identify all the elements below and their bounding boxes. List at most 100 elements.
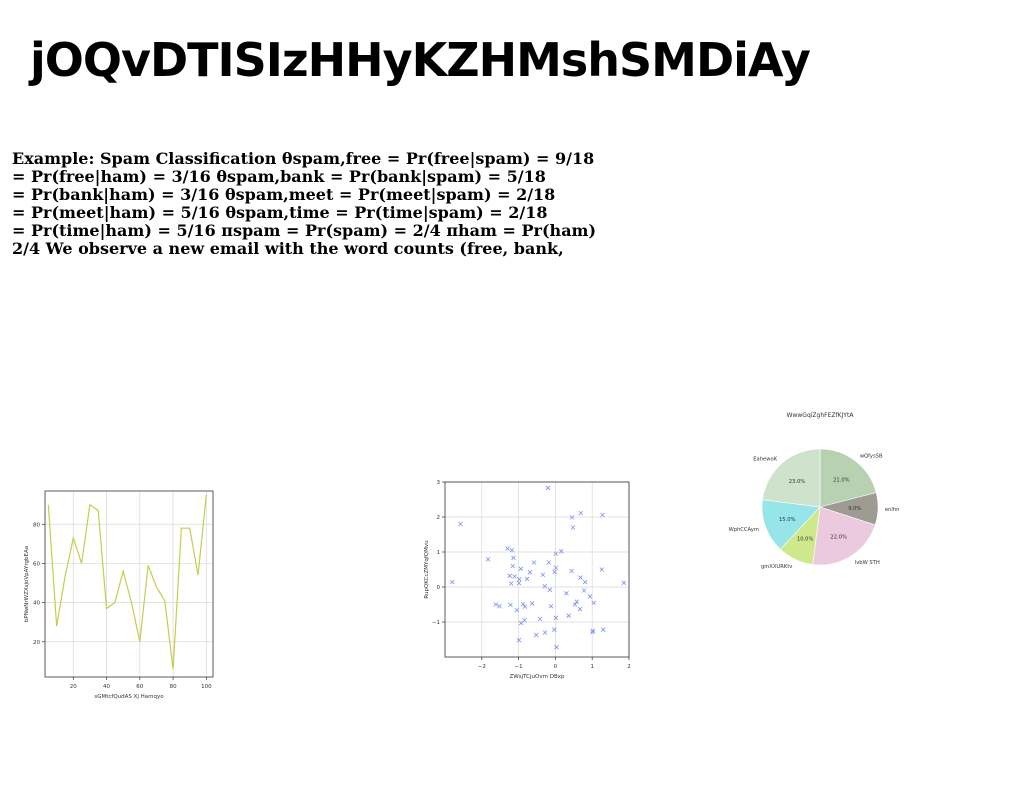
scatter-point (552, 569, 557, 575)
line-chart-svg: 20 40 60 80 100 20 40 60 80 sGMtcfQudAS Xj Hamqyo… (24, 490, 214, 700)
line-y-tick-label: 60 (33, 561, 40, 567)
scatter-point (509, 547, 515, 553)
scatter-chart-svg: −2 −1 0 1 2 −1 0 1 2 3 ZWsjTCjuOvm DBxp RupQKCcZMYq… (424, 480, 631, 680)
scatter-point-stroke (582, 579, 588, 585)
body-text: Example: Spam Classification θspam,free … (12, 150, 652, 258)
scatter-point-stroke (505, 546, 510, 551)
scatter-point-stroke (552, 627, 557, 632)
scatter-point (577, 606, 583, 612)
scatter-point-stroke (590, 629, 595, 635)
scatter-point-stroke (545, 485, 551, 491)
scatter-x-axis-label: ZWsjTCjuOvm DBxp (510, 674, 565, 680)
pie-chart: WwwGqiZghFEZfKJYtA 21.0% wQfysSB 9.0% enlhn 2… (725, 405, 915, 590)
scatter-point (621, 580, 627, 586)
scatter-point (517, 577, 522, 582)
scatter-point (570, 525, 576, 530)
line-x-tick-label: 80 (170, 684, 177, 690)
line-y-tick-label: 80 (33, 522, 40, 528)
pie-category-label: WphCCAym (729, 527, 759, 533)
scatter-point-stroke (497, 603, 502, 609)
line-x-tick-label: 100 (201, 684, 212, 690)
scatter-point-stroke (511, 555, 516, 561)
scatter-point (511, 555, 516, 561)
scatter-point-stroke (508, 581, 514, 586)
scatter-point (554, 644, 559, 650)
scatter-point-stroke (578, 510, 584, 516)
pie-value-label: 23.0% (789, 479, 806, 485)
pie-category-label: enlhn (885, 507, 900, 513)
scatter-point-stroke (570, 525, 576, 530)
scatter-point (508, 581, 514, 586)
scatter-point (569, 515, 575, 520)
scatter-point (564, 591, 569, 596)
scatter-point (546, 560, 552, 565)
body-line: = Pr(free|ham) = 3/16 θspam,bank = Pr(ba… (12, 167, 546, 186)
pie-slice (812, 506, 876, 566)
scatter-point (548, 603, 554, 609)
scatter-point-stroke (524, 576, 530, 582)
scatter-point (542, 630, 548, 635)
scatter-point (587, 594, 593, 599)
pie-slice (762, 448, 821, 508)
body-line: = Pr(meet|ham) = 5/16 θspam,time = Pr(ti… (12, 203, 548, 222)
scatter-point-stroke (458, 521, 463, 527)
scatter-point (512, 574, 517, 579)
scatter-point (553, 565, 559, 571)
scatter-point-stroke (553, 551, 559, 557)
scatter-x-tick-label: 1 (590, 664, 594, 670)
scatter-point (516, 637, 522, 643)
scatter-y-tick-label: 1 (437, 550, 441, 556)
scatter-point-stroke (517, 577, 522, 582)
scatter-point-stroke (574, 599, 580, 604)
scatter-point-stroke (559, 549, 564, 554)
scatter-point (520, 601, 526, 607)
scatter-y-tick-label: 3 (437, 480, 441, 486)
scatter-point-stroke (578, 575, 583, 580)
scatter-point-stroke (572, 602, 578, 607)
line-y-tick-label: 40 (33, 601, 40, 607)
body-line: = Pr(bank|ham) = 3/16 θspam,meet = Pr(me… (12, 185, 556, 204)
pie-value-label: 22.0% (830, 534, 847, 540)
scatter-point (578, 510, 584, 516)
line-x-axis-label: sGMtcfQudAS Xj Hamqyo (94, 694, 164, 700)
scatter-point-stroke (554, 644, 559, 650)
scatter-point (566, 613, 571, 618)
scatter-point-stroke (508, 602, 513, 608)
scatter-point (485, 557, 491, 562)
line-plot-frame (44, 490, 214, 678)
scatter-point (599, 567, 605, 572)
scatter-point-stroke (621, 580, 627, 586)
scatter-point (514, 607, 520, 613)
line-x-tick-label: 20 (70, 684, 77, 690)
scatter-point (507, 573, 513, 579)
scatter-point (578, 575, 583, 580)
scatter-y-tick-label: 0 (437, 585, 441, 591)
scatter-point-stroke (516, 580, 522, 586)
scatter-point (531, 560, 537, 565)
scatter-point-stroke (537, 616, 543, 622)
scatter-point-stroke (450, 579, 455, 585)
scatter-point-stroke (493, 602, 499, 607)
line-x-tick-label: 40 (103, 684, 110, 690)
scatter-point (527, 570, 533, 575)
pie-value-label: 9.0% (848, 506, 861, 512)
body-line: Example: Spam Classification θspam,free … (12, 149, 595, 168)
scatter-x-tick-label: 0 (554, 664, 558, 670)
scatter-point (552, 627, 557, 632)
scatter-point (545, 485, 551, 491)
scatter-point (553, 615, 559, 621)
scatter-y-tick-label: −1 (432, 620, 440, 626)
scatter-x-tick-label: 2 (627, 664, 631, 670)
line-x-tick-label: 60 (136, 684, 143, 690)
scatter-point (591, 600, 596, 606)
scatter-point-stroke (518, 566, 524, 572)
scatter-point-stroke (522, 604, 528, 609)
scatter-point-stroke (510, 563, 515, 569)
scatter-point (590, 629, 595, 635)
scatter-point-stroke (599, 567, 605, 572)
pie-category-label: gmXXURKtv (761, 564, 792, 570)
pie-value-label: 10.0% (797, 536, 814, 542)
pie-chart-svg: WwwGqiZghFEZfKJYtA 21.0% wQfysSB 9.0% enlhn 2… (729, 412, 900, 570)
scatter-point-stroke (540, 572, 546, 578)
scatter-point-stroke (566, 613, 571, 618)
